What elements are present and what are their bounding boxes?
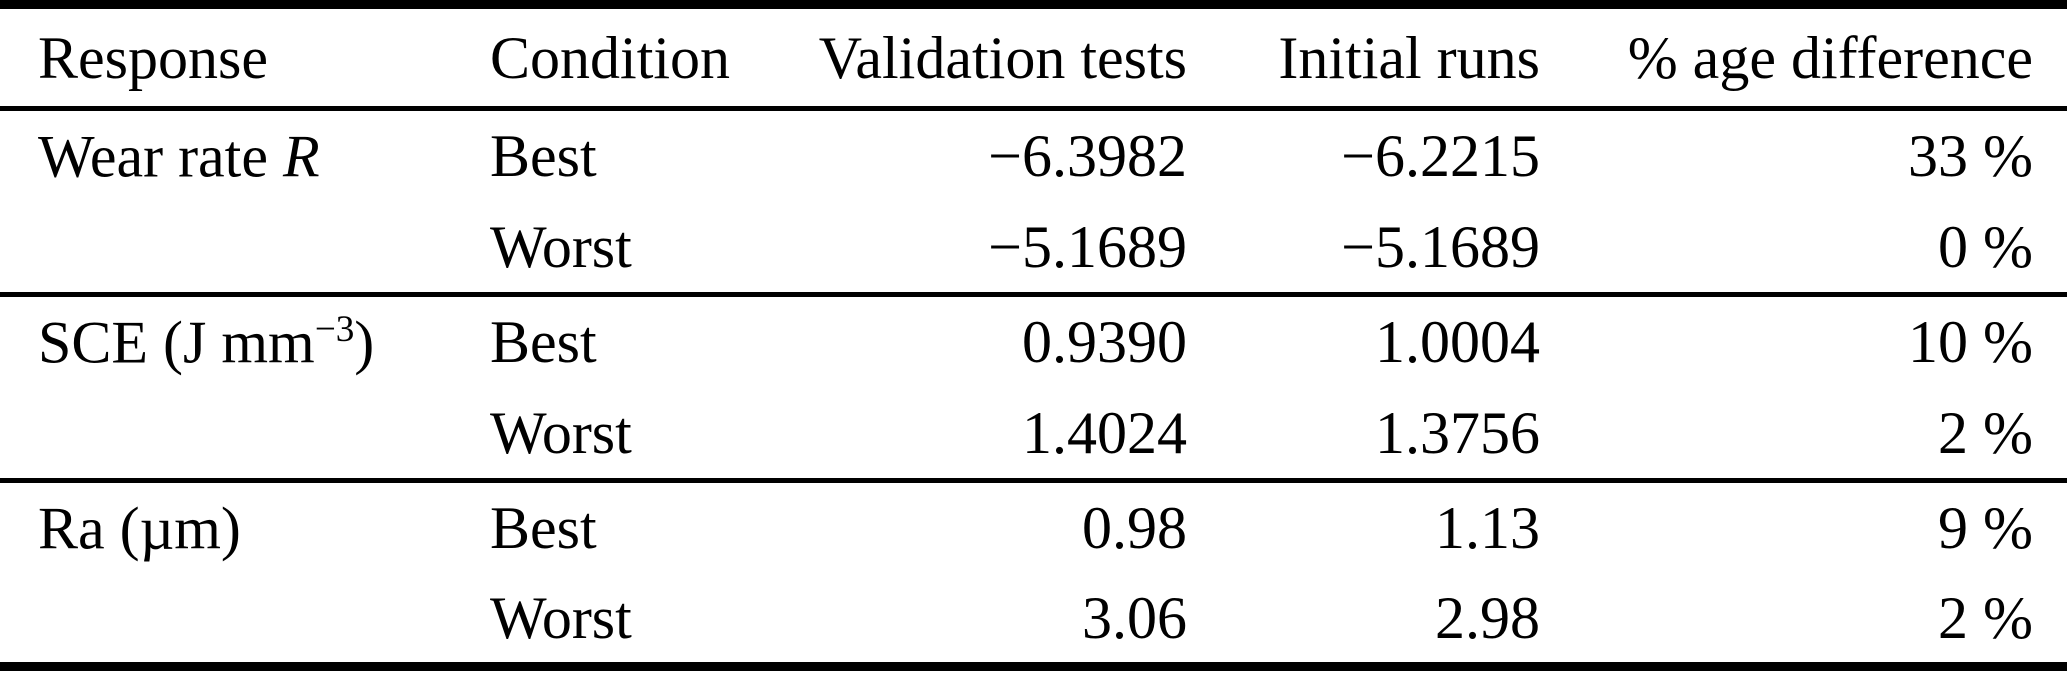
initial-cell: −6.2215 [1341, 123, 1540, 190]
table-row: Worst 1.4024 1.3756 2 % [0, 388, 2067, 481]
table-header: Response Condition Validation tests Init… [0, 5, 2067, 109]
validation-cell: 1.4024 [1022, 399, 1187, 466]
initial-cell: −5.1689 [1341, 213, 1540, 280]
response-symbol: R [282, 124, 320, 191]
response-label-empty [0, 574, 490, 667]
validation-cell: 0.9390 [1022, 309, 1187, 376]
col-header-diff: % age difference [1627, 24, 2033, 91]
condition-cell: Best [490, 495, 597, 562]
table-row: SCE (J mm−3) Best 0.9390 1.0004 10 % [0, 295, 2067, 388]
initial-cell: 1.3756 [1375, 399, 1540, 466]
response-tail: ) [354, 310, 375, 377]
response-label-empty [0, 388, 490, 481]
validation-cell: −6.3982 [988, 123, 1187, 190]
response-label: SCE (J mm−3) [0, 295, 490, 388]
diff-cell: 33 % [1908, 123, 2033, 190]
condition-cell: Best [490, 309, 597, 376]
condition-cell: Best [490, 123, 597, 190]
col-header-condition: Condition [490, 24, 731, 91]
initial-cell: 1.13 [1435, 495, 1540, 562]
validation-cell: 3.06 [1082, 584, 1187, 651]
table-row: Ra (µm) Best 0.98 1.13 9 % [0, 481, 2067, 574]
response-exponent: −3 [314, 309, 355, 351]
diff-cell: 10 % [1908, 309, 2033, 376]
validation-results-table: Response Condition Validation tests Init… [0, 0, 2067, 671]
col-header-validation: Validation tests [818, 24, 1187, 91]
initial-cell: 2.98 [1435, 584, 1540, 651]
col-header-response: Response [38, 24, 268, 91]
validation-cell: −5.1689 [988, 213, 1187, 280]
response-text: SCE (J mm [38, 310, 315, 377]
condition-cell: Worst [490, 584, 632, 651]
response-text: Ra (µm) [38, 496, 241, 563]
validation-cell: 0.98 [1082, 495, 1187, 562]
header-row: Response Condition Validation tests Init… [0, 5, 2067, 109]
table-row: Worst −5.1689 −5.1689 0 % [0, 202, 2067, 295]
response-text: Wear rate [38, 124, 283, 191]
diff-cell: 2 % [1938, 399, 2033, 466]
table-row: Worst 3.06 2.98 2 % [0, 574, 2067, 667]
group-sce: SCE (J mm−3) Best 0.9390 1.0004 10 % Wor… [0, 295, 2067, 481]
group-ra: Ra (µm) Best 0.98 1.13 9 % Worst 3.06 2.… [0, 481, 2067, 667]
table-row: Wear rate R Best −6.3982 −6.2215 33 % [0, 109, 2067, 202]
response-label-empty [0, 202, 490, 295]
diff-cell: 2 % [1938, 584, 2033, 651]
initial-cell: 1.0004 [1375, 309, 1540, 376]
condition-cell: Worst [490, 399, 632, 466]
diff-cell: 0 % [1938, 213, 2033, 280]
col-header-initial: Initial runs [1278, 24, 1540, 91]
diff-cell: 9 % [1938, 495, 2033, 562]
response-label: Wear rate R [0, 109, 490, 202]
response-label: Ra (µm) [0, 481, 490, 574]
condition-cell: Worst [490, 213, 632, 280]
group-wear-rate: Wear rate R Best −6.3982 −6.2215 33 % Wo… [0, 109, 2067, 295]
